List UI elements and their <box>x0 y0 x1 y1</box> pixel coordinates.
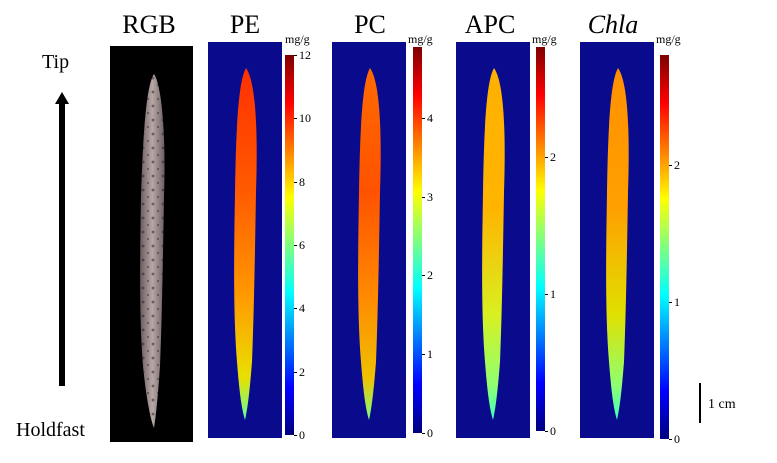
colorbar-pc <box>413 47 422 433</box>
colorbar-tick-label: 0 <box>427 426 433 440</box>
colorbar-ticks-apc: 0 1 2 <box>545 47 568 437</box>
colorbar-tick-mark <box>294 181 297 183</box>
colorbar-tick-label: 2 <box>674 157 680 172</box>
chla-map <box>580 42 654 438</box>
colorbar-pe <box>285 55 294 435</box>
colorbar-tick-mark <box>669 439 672 440</box>
colorbar-ticks-chla: 0 1 2 <box>669 55 692 445</box>
seaweed-shape-pe <box>234 68 257 420</box>
colorbar-chla <box>660 55 669 439</box>
colorbar-tick-mark <box>669 164 672 166</box>
colorbar-tick-label: 4 <box>427 110 433 125</box>
colorbar-tick-mark <box>422 196 425 198</box>
colorbar-tick-mark <box>422 354 425 356</box>
colorbar-ticks-pc: 0 1 2 3 4 <box>422 47 445 439</box>
colorbar-apc <box>536 47 545 431</box>
colorbar-tick-mark <box>422 275 425 277</box>
apc-map <box>456 42 530 438</box>
colorbar-tick-mark <box>294 435 297 436</box>
colorbar-tick-label: 0 <box>550 424 556 438</box>
panel-title-chla: Chla <box>587 10 639 39</box>
colorbar-tick-mark <box>294 308 297 310</box>
colorbar-tick-label: 1 <box>427 347 433 362</box>
colorbar-tick-label: 2 <box>427 268 433 283</box>
unit-label-apc: mg/g <box>532 32 557 46</box>
scale-bar-label: 1 cm <box>708 397 736 412</box>
colorbar-tick-mark <box>545 293 548 295</box>
colorbar-tick-mark <box>669 301 672 303</box>
colorbar-ticks-pe: 0 2 4 6 8 10 12 <box>294 49 317 441</box>
holdfast-label: Holdfast <box>16 419 85 441</box>
colorbar-tick-mark <box>294 118 297 120</box>
tip-label: Tip <box>42 51 70 73</box>
scale-bar <box>699 383 701 423</box>
colorbar-tick-label: 6 <box>299 238 305 252</box>
colorbar-tick-mark <box>294 55 297 56</box>
colorbar-tick-mark <box>545 431 548 432</box>
pe-map <box>208 42 282 438</box>
colorbar-tick-mark <box>545 156 548 158</box>
colorbar-tick-mark <box>294 371 297 373</box>
seaweed-shape-chla <box>606 68 629 420</box>
colorbar-tick-label: 0 <box>674 432 680 446</box>
colorbar-tick-label: 3 <box>427 189 433 204</box>
colorbar-tick-label: 10 <box>299 111 311 126</box>
unit-label-chla: mg/g <box>656 32 681 46</box>
unit-label-pc: mg/g <box>408 32 433 46</box>
colorbar-tick-label: 0 <box>299 428 305 442</box>
colorbar-tick-label: 12 <box>299 48 311 62</box>
pc-map <box>332 42 406 438</box>
seaweed-shape-pc <box>358 68 381 420</box>
colorbar-tick-mark <box>294 245 297 246</box>
colorbar-tick-label: 1 <box>674 294 680 309</box>
colorbar-tick-label: 1 <box>550 286 556 301</box>
colorbar-tick-mark <box>422 117 425 119</box>
colorbar-tick-label: 8 <box>299 174 305 189</box>
unit-label-pe: mg/g <box>285 32 310 46</box>
colorbar-tick-label: 4 <box>299 301 305 316</box>
panel-title-rgb: RGB <box>122 10 176 39</box>
direction-arrow-icon <box>55 92 69 386</box>
panel-title-apc: APC <box>464 10 516 39</box>
rgb-image <box>110 46 193 442</box>
seaweed-shape-apc <box>482 68 505 420</box>
colorbar-tick-mark <box>422 433 425 434</box>
colorbar-tick-label: 2 <box>299 364 305 379</box>
colorbar-tick-label: 2 <box>550 149 556 164</box>
panel-title-pe: PE <box>229 10 261 39</box>
panel-title-pc: PC <box>354 10 386 39</box>
